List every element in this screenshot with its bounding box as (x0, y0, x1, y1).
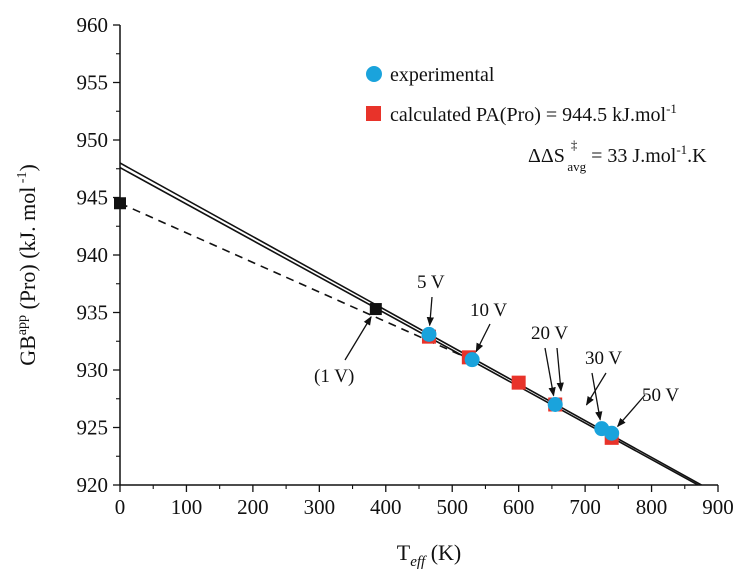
annotation-label: 5 V (417, 272, 445, 293)
y-tick-label: 945 (77, 186, 109, 210)
y-tick-label: 950 (77, 128, 109, 152)
x-tick-label: 200 (237, 495, 269, 519)
x-tick-label: 500 (436, 495, 468, 519)
calculated-point (511, 375, 526, 390)
legend-calculated-label: calculated PA(Pro) = 944.5 kJ.mol-1 (390, 101, 677, 126)
annotation-arrow (344, 315, 372, 361)
entropy-note: ΔΔS ‡ avg = 33 J.mol-1.K (528, 137, 707, 174)
x-tick-label: 300 (304, 495, 336, 519)
y-tick-label: 925 (77, 416, 109, 440)
y-axis-title-end: ) (15, 164, 40, 171)
x-tick-label: 900 (702, 495, 734, 519)
legend-experimental-marker (366, 66, 382, 82)
y-tick-label: 930 (77, 358, 109, 382)
annotation-label: 30 V (585, 348, 622, 369)
y-tick-label: 940 (77, 243, 109, 267)
legend-calculated-sup: -1 (666, 101, 677, 116)
experimental-point (604, 425, 620, 441)
plot-layer: 920 925 930 935 940 945 950 955 960 0 100 200 300 400… (15, 13, 734, 570)
legend: experimental calculated PA(Pro) = 944.5 k… (366, 64, 707, 174)
entropy-note-sub: avg (567, 159, 586, 174)
x-tick-label: 400 (370, 495, 402, 519)
annotation-label: 50 V (642, 385, 679, 406)
annotation-arrow (591, 372, 603, 421)
x-tick-label: 800 (636, 495, 668, 519)
black-point (369, 303, 382, 316)
annotation-arrow (556, 347, 564, 392)
y-tick-label: 955 (77, 71, 109, 95)
x-tick-label: 100 (171, 495, 203, 519)
x-axis-title-sub: eff (410, 554, 427, 570)
entropy-note-sup2: -1 (676, 142, 687, 157)
annotation-arrow (544, 347, 556, 397)
annotation-label: 10 V (470, 300, 507, 321)
y-axis-title-sup: app (15, 315, 30, 335)
x-axis-title-unit: (K) (425, 540, 461, 565)
x-tick-label: 700 (569, 495, 601, 519)
y-axis-title-rest: (Pro) (kJ. mol (15, 187, 40, 315)
y-tick-label: 935 (77, 301, 109, 325)
entropy-note-suffix2: .K (687, 145, 707, 167)
annotation-arrow (426, 296, 434, 327)
experimental-point (421, 326, 437, 342)
annotation-arrow (617, 394, 646, 428)
x-axis-title: Teff (K) (397, 540, 462, 570)
x-tick-label: 600 (503, 495, 535, 519)
annotation-arrow (585, 372, 607, 406)
dashed-fit-line (120, 202, 480, 364)
annotation-arrow (475, 323, 491, 353)
annotation-label: (1 V) (314, 366, 354, 387)
x-tick-label: 0 (115, 495, 126, 519)
entropy-note-suffix: = 33 J.mol (586, 145, 677, 167)
experimental-point (547, 397, 563, 412)
legend-calculated-marker (366, 106, 381, 121)
y-axis-title: GBapp (Pro) (kJ. mol -1) (15, 164, 40, 366)
legend-calculated-name: calculated PA(Pro) = 944.5 kJ.mol (390, 104, 667, 126)
y-tick-label: 920 (77, 473, 109, 497)
experimental-point (464, 352, 480, 368)
y-axis-title-main: GB (15, 335, 40, 366)
x-axis-title-main: T (397, 540, 411, 565)
y-axis-title-sup2: -1 (15, 172, 30, 187)
entropy-note-sup: ‡ (571, 137, 578, 152)
entropy-note-prefix: ΔΔS (528, 145, 565, 167)
annotation-label: 20 V (531, 323, 568, 344)
black-point (114, 197, 126, 210)
y-tick-label: 960 (77, 13, 109, 37)
legend-experimental-label: experimental (390, 64, 495, 86)
